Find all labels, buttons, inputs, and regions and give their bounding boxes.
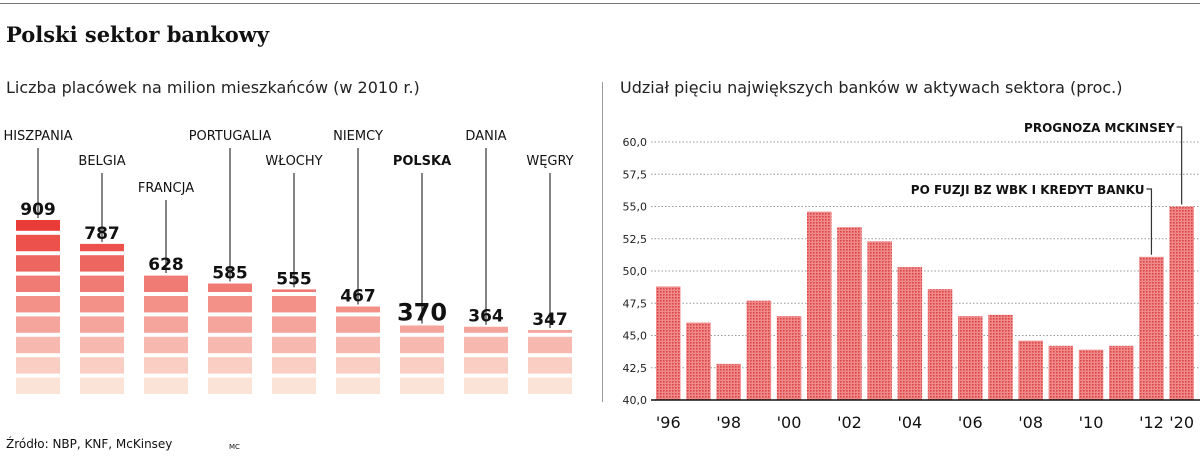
bar-2011 bbox=[1109, 345, 1134, 400]
x-tick-label: '04 bbox=[897, 413, 922, 432]
x-tick-label: '02 bbox=[837, 413, 862, 432]
bar-2001 bbox=[807, 211, 832, 400]
x-tick-label: '12 bbox=[1139, 413, 1164, 432]
value-label: 347 bbox=[532, 310, 568, 330]
author-credit: MC bbox=[229, 443, 240, 451]
bar-francja bbox=[144, 275, 188, 394]
bar-2003 bbox=[867, 241, 892, 400]
category-label: WŁOCHY bbox=[265, 154, 322, 169]
bar-polska bbox=[400, 325, 444, 394]
annotation-label: PO FUZJI BZ WBK I KREDYT BANKU bbox=[911, 183, 1145, 197]
bar-2002 bbox=[837, 227, 862, 400]
bar-włochy bbox=[272, 289, 316, 394]
branches-bar-chart: HISZPANIA 909 BELGIA 787 FRANCJA 628 PORTUGALI… bbox=[3, 129, 574, 394]
bar-1999 bbox=[746, 300, 772, 400]
left-chart-title: Liczba placówek na milion mieszkańców (w… bbox=[6, 78, 420, 97]
y-tick-label: 42,5 bbox=[623, 362, 648, 375]
y-tick-label: 57,5 bbox=[623, 168, 648, 181]
category-label: NIEMCY bbox=[333, 129, 383, 144]
category-label: HISZPANIA bbox=[3, 129, 72, 144]
value-label: 555 bbox=[276, 269, 312, 289]
y-tick-label: 60,0 bbox=[623, 136, 648, 149]
x-tick-label: '10 bbox=[1079, 413, 1104, 432]
bar-1997 bbox=[686, 322, 711, 400]
y-tick-label: 55,0 bbox=[623, 201, 648, 214]
bar-1996 bbox=[656, 286, 681, 400]
value-label: 585 bbox=[212, 263, 248, 283]
x-tick-label: '98 bbox=[716, 413, 741, 432]
x-tick-label: '08 bbox=[1018, 413, 1043, 432]
bar-2007 bbox=[988, 314, 1013, 400]
category-label: WĘGRY bbox=[526, 154, 573, 169]
top-rule bbox=[0, 3, 1200, 4]
chart-divider bbox=[602, 82, 603, 402]
right-chart-title: Udział pięciu największych banków w akty… bbox=[620, 78, 1123, 97]
x-tick-label: '20 bbox=[1169, 413, 1194, 432]
bar-belgia bbox=[80, 243, 124, 394]
bar-niemcy bbox=[336, 306, 380, 394]
value-label: 467 bbox=[340, 287, 376, 307]
annotation-leader bbox=[1146, 188, 1153, 255]
bar-2020 bbox=[1169, 206, 1194, 400]
bar-węgry bbox=[528, 330, 572, 394]
y-tick-label: 50,0 bbox=[623, 265, 648, 278]
category-label: BELGIA bbox=[78, 154, 125, 169]
bar-2004 bbox=[897, 267, 923, 400]
bar-2005 bbox=[927, 289, 953, 400]
category-label: PORTUGALIA bbox=[189, 129, 272, 144]
annotation-label: PROGNOZA MCKINSEY bbox=[1024, 121, 1175, 135]
x-tick-label: '06 bbox=[958, 413, 983, 432]
page-title: Polski sektor bankowy bbox=[6, 22, 270, 47]
value-label: 364 bbox=[468, 307, 504, 327]
x-tick-label: '00 bbox=[777, 413, 802, 432]
value-label: 909 bbox=[20, 200, 56, 220]
bar-2000 bbox=[776, 316, 802, 400]
bar-1998 bbox=[716, 363, 741, 400]
category-label: FRANCJA bbox=[138, 181, 194, 196]
bar-dania bbox=[464, 326, 508, 394]
value-label: 370 bbox=[397, 299, 447, 327]
y-tick-label: 47,5 bbox=[623, 297, 648, 310]
y-tick-label: 40,0 bbox=[623, 394, 648, 407]
x-tick-label: '96 bbox=[656, 413, 681, 432]
bar-hiszpania bbox=[16, 220, 60, 394]
bar-2006 bbox=[958, 316, 983, 400]
category-label: DANIA bbox=[465, 129, 506, 144]
y-tick-label: 45,0 bbox=[623, 330, 648, 343]
annotation-leader bbox=[1176, 126, 1183, 205]
source-note: Źródło: NBP, KNF, McKinsey bbox=[6, 437, 173, 451]
value-label: 628 bbox=[148, 255, 184, 275]
bar-2012 bbox=[1139, 256, 1164, 400]
bar-2010 bbox=[1078, 349, 1104, 400]
category-label: POLSKA bbox=[393, 154, 451, 169]
y-tick-label: 52,5 bbox=[623, 233, 648, 246]
bar-2009 bbox=[1048, 345, 1074, 400]
value-label: 787 bbox=[84, 224, 120, 244]
bar-2008 bbox=[1018, 340, 1043, 400]
bar-portugalia bbox=[208, 283, 252, 394]
